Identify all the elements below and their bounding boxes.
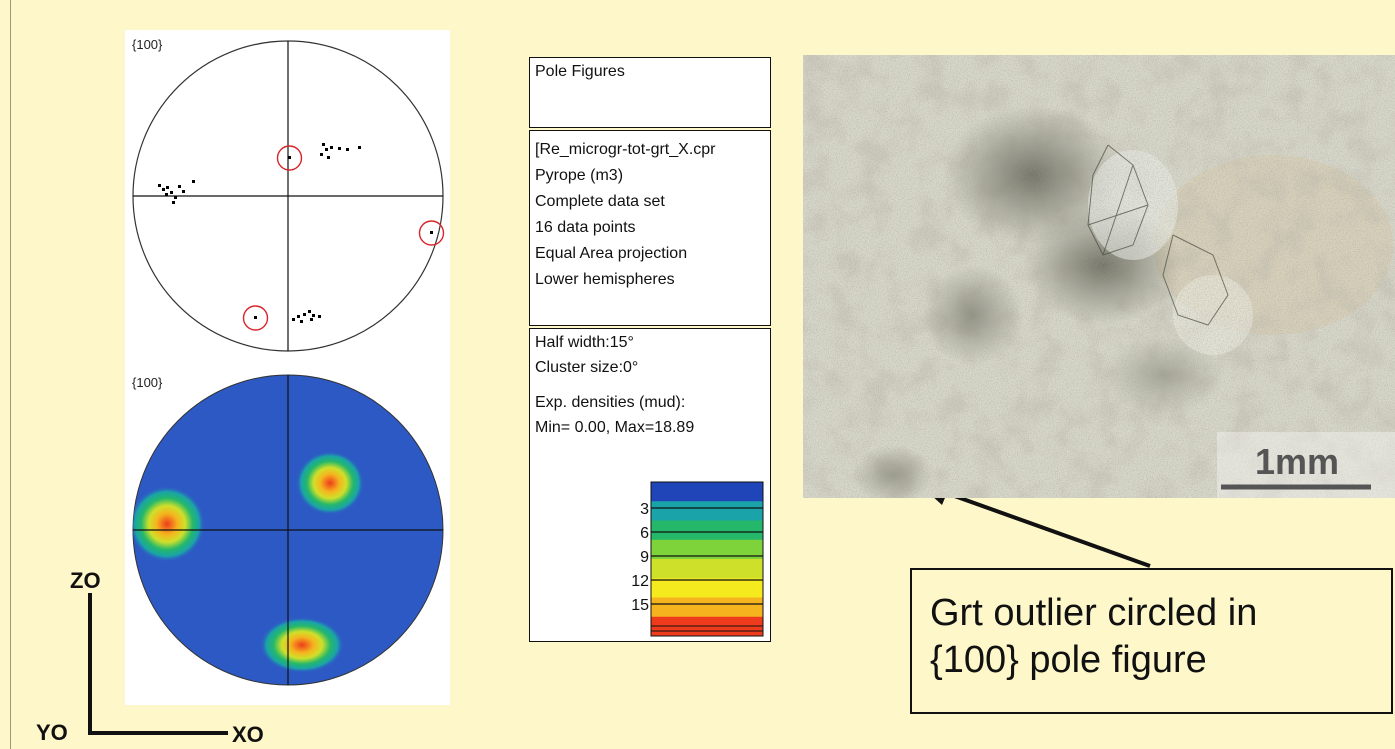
colorbar-border — [650, 481, 764, 637]
scale-bar — [1217, 432, 1395, 498]
micrograph-texture — [803, 55, 1395, 498]
legend-half-width: Half width:15° — [535, 334, 634, 351]
colorbar-band — [651, 501, 763, 521]
outlier-circles — [242, 145, 445, 331]
axis-label-x: XO — [232, 722, 264, 747]
legend-densities-title: Exp. densities (mud): — [535, 394, 686, 411]
density-colorbar: 3 6 9 12 15 — [631, 481, 764, 637]
colorbar-band — [651, 597, 763, 618]
legend-info-projection: Equal Area projection — [535, 245, 688, 262]
legend-info-box: [Re_microgr-tot-grt_X.cpr Pyrope (m3) Co… — [529, 130, 771, 326]
scatter-points — [158, 143, 433, 323]
colorbar-tick-label: 6 — [640, 525, 649, 542]
legend-info-phase: Pyrope (m3) — [535, 167, 624, 184]
colorbar-band — [651, 578, 763, 598]
legend-info-hemisphere: Lower hemispheres — [535, 271, 675, 288]
left-frame-line — [10, 0, 11, 749]
legend-title-box: Pole Figures — [529, 57, 771, 128]
colorbar-band — [651, 616, 763, 637]
colorbar-tick-label: 15 — [631, 597, 649, 614]
axis-label-y: YO — [36, 720, 68, 745]
legend-cluster-size: Cluster size:0° — [535, 359, 639, 376]
micrograph-image: 1mm — [803, 55, 1395, 498]
callout-line-2: {100} pole figure — [930, 639, 1207, 681]
reference-frame-axes — [88, 593, 228, 735]
axis-label-z: ZO — [70, 568, 101, 593]
density-hotspots — [133, 451, 364, 673]
pole-figure-density — [132, 374, 444, 686]
callout-box: Grt outlier circled in {100} pole figure — [910, 568, 1393, 714]
colorbar-tick-label: 12 — [631, 573, 649, 590]
pole-figure-bottom-label: {100} — [132, 375, 163, 390]
scale-bar-label: 1mm — [1255, 441, 1340, 482]
colorbar-tick-label: 9 — [640, 549, 649, 566]
callout-line-1: Grt outlier circled in — [930, 592, 1258, 634]
colorbar-band — [651, 539, 763, 560]
colorbar-band — [651, 482, 763, 502]
legend-info-dataset: Complete data set — [535, 193, 665, 210]
colorbar-tick-label: 3 — [640, 501, 649, 518]
pole-figure-top-label: {100} — [132, 37, 163, 52]
colorbar-band — [651, 520, 763, 541]
legend-title: Pole Figures — [535, 63, 625, 80]
legend-info-count: 16 data points — [535, 219, 636, 236]
legend-densities-range: Min= 0.00, Max=18.89 — [535, 419, 695, 436]
legend-info-file: [Re_microgr-tot-grt_X.cpr — [535, 141, 716, 158]
colorbar-band — [651, 559, 763, 579]
